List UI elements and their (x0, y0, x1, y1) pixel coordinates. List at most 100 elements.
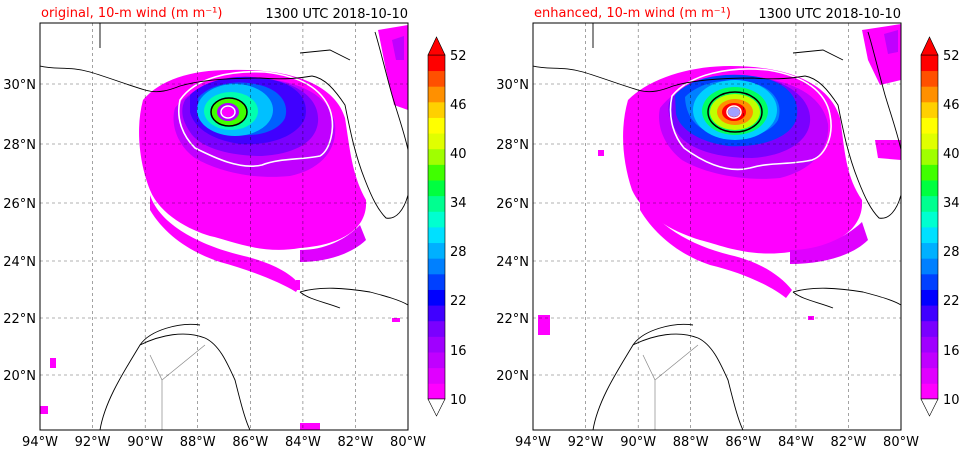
x-tick-label: 90°W (127, 435, 163, 450)
colorbar-tick-label: 16 (450, 344, 467, 359)
y-tick-label: 26°N (496, 197, 529, 212)
coastline (40, 23, 408, 430)
colorbar-tick-label: 22 (450, 294, 467, 309)
colorbar-tick-label: 46 (450, 98, 467, 113)
colorbar-swatch (428, 180, 445, 197)
panel-original: original, 10-m wind (m m⁻¹) 1300 UTC 201… (3, 6, 426, 450)
colorbar-swatch (921, 289, 938, 306)
panel-enhanced: enhanced, 10-m wind (m m⁻¹) 1300 UTC 201… (496, 6, 919, 450)
colorbar-swatch (921, 55, 938, 72)
colorbar-swatch (921, 211, 938, 228)
colorbar-swatch (921, 305, 938, 322)
colorbar-tick-label: 28 (943, 245, 960, 260)
colorbar-swatch (428, 273, 445, 290)
colorbar-swatch (428, 86, 445, 103)
coastline (533, 23, 901, 430)
panel-title-left: enhanced, 10-m wind (m m⁻¹) (534, 6, 731, 21)
colorbar-tick-label: 34 (450, 196, 467, 211)
colorbar-tick-label: 10 (450, 393, 467, 408)
y-tick-label: 30°N (3, 78, 36, 93)
colorbar-tick-label: 28 (450, 245, 467, 260)
x-tick-label: 84°W (778, 435, 814, 450)
colorbar-swatch (428, 55, 445, 72)
x-tick-label: 80°W (390, 435, 426, 450)
x-tick-label: 82°W (830, 435, 866, 450)
colorbar-swatch (921, 258, 938, 275)
colorbar-tick-label: 22 (943, 294, 960, 309)
colorbar-tick-label: 46 (943, 98, 960, 113)
colorbar-swatch (428, 70, 445, 87)
x-tick-label: 92°W (568, 435, 604, 450)
colorbar-swatch (921, 227, 938, 244)
plot-frame (39, 22, 409, 431)
colorbar-swatch (921, 117, 938, 134)
map-area (40, 23, 408, 430)
x-tick-label: 84°W (285, 435, 321, 450)
colorbar-swatch (428, 289, 445, 306)
colorbar-swatch (428, 195, 445, 212)
contour-inner (726, 105, 742, 119)
colorbar-swatch (428, 305, 445, 322)
x-tick-label: 94°W (22, 435, 58, 450)
panel-time-label: 1300 UTC 2018-10-10 (758, 7, 901, 22)
colorbar-tick-label: 10 (943, 393, 960, 408)
colorbar-tick-label: 52 (450, 49, 467, 64)
borders (642, 344, 699, 430)
colorbar-max-arrow (427, 36, 446, 56)
colorbar-swatch (428, 117, 445, 134)
colorbar-tick-label: 16 (943, 344, 960, 359)
borders (149, 344, 206, 430)
x-tick-label: 86°W (725, 435, 761, 450)
contour-white (178, 70, 334, 167)
colorbar-tick-label: 40 (450, 147, 467, 162)
colorbar-swatch (921, 70, 938, 87)
colorbar-left: 52 46 40 34 28 22 16 10 (427, 36, 467, 417)
colorbar-swatch (921, 148, 938, 165)
x-tick-label: 82°W (337, 435, 373, 450)
colorbar-swatch (428, 352, 445, 369)
colorbar-swatch (428, 320, 445, 337)
y-tick-label: 28°N (3, 138, 36, 153)
colorbar-swatch (428, 101, 445, 118)
colorbar-swatch (921, 320, 938, 337)
y-tick-label: 20°N (496, 369, 529, 384)
contour-inner (220, 105, 236, 119)
x-tick-label: 94°W (515, 435, 551, 450)
colorbar-swatch (921, 164, 938, 181)
map-area (533, 23, 901, 430)
colorbar-tick-label: 52 (943, 49, 960, 64)
y-axis: 30°N 28°N 26°N 24°N 22°N 20°N (3, 78, 36, 384)
colorbar-swatch (428, 211, 445, 228)
plot-frame (532, 22, 902, 431)
x-axis: 94°W 92°W 90°W 88°W 86°W 84°W 82°W 80°W (22, 435, 426, 450)
colorbar-right: 52 46 40 34 28 22 16 10 (920, 36, 960, 417)
colorbar-swatch (428, 258, 445, 275)
colorbar-swatch (921, 242, 938, 259)
colorbar-swatch (428, 383, 445, 400)
colorbar-swatch (428, 336, 445, 353)
colorbar-min-arrow (920, 398, 939, 417)
contour-white (669, 68, 832, 171)
colorbar-swatches (427, 54, 446, 400)
colorbar-swatch (921, 133, 938, 150)
colorbar-swatch (428, 367, 445, 384)
colorbar-swatch (428, 242, 445, 259)
y-tick-label: 20°N (3, 369, 36, 384)
panel-time-label: 1300 UTC 2018-10-10 (265, 7, 408, 22)
contour-black (707, 91, 763, 133)
colorbar-swatch (921, 273, 938, 290)
y-tick-label: 24°N (3, 255, 36, 270)
x-tick-label: 92°W (75, 435, 111, 450)
colorbar-swatch (921, 383, 938, 400)
colorbar-tick-label: 34 (943, 196, 960, 211)
colorbar-swatch (921, 86, 938, 103)
colorbar-swatch (921, 367, 938, 384)
colorbar-ticks: 52 46 40 34 28 22 16 10 (450, 49, 467, 408)
colorbar-ticks: 52 46 40 34 28 22 16 10 (943, 49, 960, 408)
wind-field (538, 24, 901, 335)
y-tick-label: 22°N (496, 312, 529, 327)
colorbar-min-arrow (427, 398, 446, 417)
y-tick-label: 30°N (496, 78, 529, 93)
colorbar-swatch (921, 336, 938, 353)
y-tick-label: 22°N (3, 312, 36, 327)
